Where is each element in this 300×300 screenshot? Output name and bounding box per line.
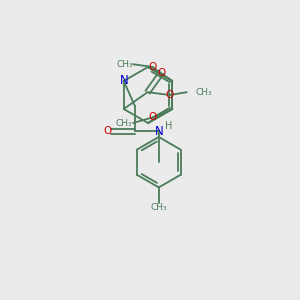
Text: O: O (158, 68, 166, 78)
Text: O: O (166, 90, 174, 100)
Text: CH₃: CH₃ (150, 203, 167, 212)
Text: O: O (148, 112, 157, 122)
Text: N: N (119, 74, 128, 88)
Text: O: O (103, 126, 111, 136)
Text: H: H (165, 122, 172, 131)
Text: CH₃: CH₃ (117, 60, 134, 69)
Text: CH₃: CH₃ (116, 118, 132, 127)
Text: CH₃: CH₃ (196, 88, 212, 97)
Text: N: N (154, 125, 163, 138)
Text: O: O (148, 62, 157, 72)
